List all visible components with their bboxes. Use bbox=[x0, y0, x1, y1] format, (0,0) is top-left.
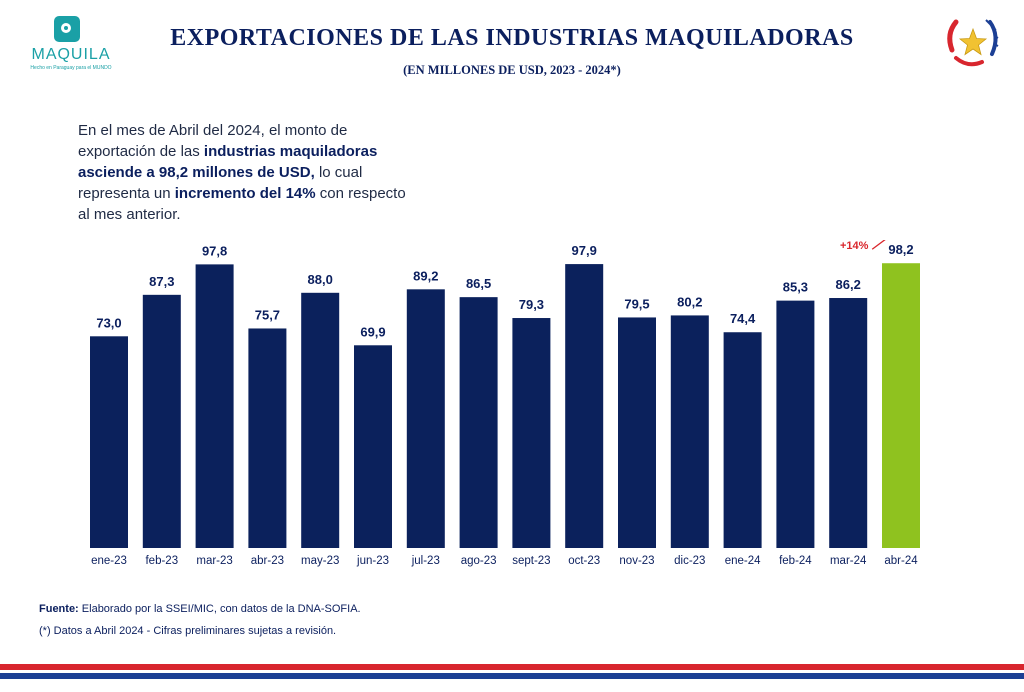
value-label-jun-23: 69,9 bbox=[360, 324, 385, 339]
bar-ago-23 bbox=[459, 297, 498, 548]
bar-nov-23 bbox=[618, 317, 656, 548]
value-label-ago-23: 86,5 bbox=[466, 276, 491, 291]
value-label-ene-23: 73,0 bbox=[96, 315, 121, 330]
annotation-arrow-line bbox=[871, 240, 886, 250]
bar-abr-24 bbox=[882, 263, 920, 548]
value-label-may-23: 88,0 bbox=[308, 272, 333, 287]
bar-jun-23 bbox=[354, 345, 392, 548]
preliminary-note: (*) Datos a Abril 2024 - Cifras prelimin… bbox=[39, 625, 337, 637]
bar-feb-24 bbox=[776, 300, 815, 548]
bar-sept-23 bbox=[512, 318, 551, 548]
x-tick-abr-24: abr-24 bbox=[884, 555, 918, 567]
bar-mar-23 bbox=[195, 264, 234, 548]
x-tick-mar-24: mar-24 bbox=[830, 555, 867, 567]
desc-text-2: lo cual representa un bbox=[78, 164, 363, 202]
bar-mar-24 bbox=[829, 298, 868, 548]
source-label: Fuente: bbox=[39, 603, 79, 615]
paraguay-seal-icon bbox=[947, 19, 999, 67]
value-label-abr-23: 75,7 bbox=[255, 307, 280, 322]
value-label-feb-23: 87,3 bbox=[149, 274, 174, 289]
bar-may-23 bbox=[301, 292, 340, 548]
logo-word: MAQUILA bbox=[31, 46, 111, 63]
x-tick-sept-23: sept-23 bbox=[512, 555, 550, 567]
camera-icon bbox=[54, 16, 80, 42]
bar-chart: 73,0 ene-23 87,3 feb-23 97,8 mar-23 75,7 abr-23… bbox=[90, 240, 920, 567]
flag-stripe-red bbox=[0, 664, 1024, 670]
source-text: Elaborado por la SSEI/MIC, con datos de … bbox=[78, 603, 361, 615]
x-tick-dic-23: dic-23 bbox=[674, 555, 705, 567]
bar-oct-23 bbox=[565, 264, 604, 548]
bar-dic-23 bbox=[670, 315, 709, 548]
value-label-ene-24: 74,4 bbox=[730, 311, 756, 326]
desc-bold-1: industrias maquiladoras asciende a 98,2 … bbox=[78, 143, 378, 181]
description: En el mes de Abril del 2024, el monto de… bbox=[78, 120, 418, 225]
x-tick-nov-23: nov-23 bbox=[619, 555, 654, 567]
x-tick-jul-23: jul-23 bbox=[411, 555, 440, 567]
x-tick-may-23: may-23 bbox=[301, 555, 339, 567]
x-tick-mar-23: mar-23 bbox=[196, 555, 232, 567]
bar-abr-23 bbox=[248, 328, 287, 548]
bar-jul-23 bbox=[406, 289, 445, 548]
growth-annotation: +14% bbox=[840, 240, 869, 252]
value-label-jul-23: 89,2 bbox=[413, 268, 438, 283]
x-tick-ene-23: ene-23 bbox=[91, 555, 127, 567]
page-subtitle: (EN MILLONES DE USD, 2023 - 2024*) bbox=[403, 63, 621, 77]
x-tick-abr-23: abr-23 bbox=[251, 555, 284, 567]
bar-ene-23 bbox=[90, 336, 128, 548]
maquila-logo: MAQUILA Hecho en Paraguay para el MUNDO bbox=[26, 16, 116, 76]
value-label-mar-24: 86,2 bbox=[836, 277, 861, 292]
source-note: Fuente: Elaborado por la SSEI/MIC, con d… bbox=[39, 603, 361, 615]
x-tick-jun-23: jun-23 bbox=[356, 555, 389, 567]
value-label-nov-23: 79,5 bbox=[624, 296, 649, 311]
page-title: EXPORTACIONES DE LAS INDUSTRIAS MAQUILAD… bbox=[170, 25, 854, 51]
value-label-dic-23: 80,2 bbox=[677, 294, 702, 309]
bar-ene-24 bbox=[723, 332, 762, 548]
flag-stripe-white bbox=[0, 670, 1024, 673]
value-label-sept-23: 79,3 bbox=[519, 297, 544, 312]
x-tick-feb-23: feb-23 bbox=[145, 555, 178, 567]
x-tick-oct-23: oct-23 bbox=[568, 555, 600, 567]
value-label-feb-24: 85,3 bbox=[783, 280, 808, 295]
desc-text-1: En el mes de Abril del 2024, el monto de… bbox=[78, 122, 348, 160]
flag-stripe-blue bbox=[0, 673, 1024, 679]
bar-feb-23 bbox=[142, 294, 181, 548]
desc-bold-2: incremento del 14% bbox=[174, 185, 316, 202]
x-tick-ago-23: ago-23 bbox=[461, 555, 497, 567]
value-label-mar-23: 97,8 bbox=[202, 243, 227, 258]
x-tick-ene-24: ene-24 bbox=[725, 555, 761, 567]
value-label-oct-23: 97,9 bbox=[572, 243, 597, 258]
desc-text-3: con respecto al mes anterior. bbox=[78, 185, 406, 223]
value-label-abr-24: 98,2 bbox=[888, 242, 913, 257]
x-tick-feb-24: feb-24 bbox=[779, 555, 812, 567]
logo-tagline: Hecho en Paraguay para el MUNDO bbox=[30, 65, 112, 71]
